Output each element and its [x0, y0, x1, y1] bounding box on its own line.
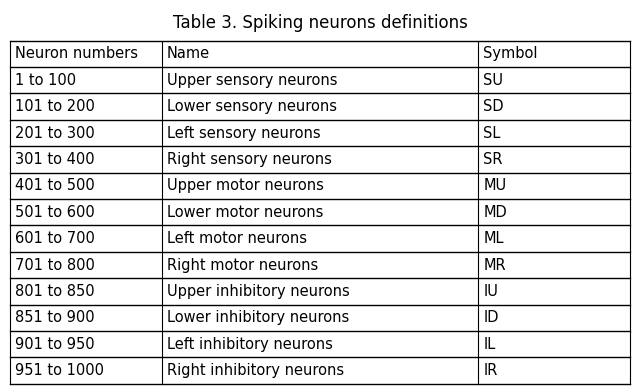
Text: Upper sensory neurons: Upper sensory neurons: [167, 73, 337, 88]
Text: IU: IU: [483, 284, 499, 299]
Text: Lower motor neurons: Lower motor neurons: [167, 205, 323, 220]
Text: Left inhibitory neurons: Left inhibitory neurons: [167, 337, 333, 352]
Text: Right sensory neurons: Right sensory neurons: [167, 152, 332, 167]
Text: 901 to 950: 901 to 950: [15, 337, 94, 352]
Text: Left sensory neurons: Left sensory neurons: [167, 125, 321, 140]
Text: 601 to 700: 601 to 700: [15, 231, 95, 246]
Text: 301 to 400: 301 to 400: [15, 152, 94, 167]
Text: Right inhibitory neurons: Right inhibitory neurons: [167, 363, 344, 378]
Text: IR: IR: [483, 363, 498, 378]
Text: Lower sensory neurons: Lower sensory neurons: [167, 99, 337, 114]
Text: IL: IL: [483, 337, 495, 352]
Text: 501 to 600: 501 to 600: [15, 205, 95, 220]
Text: 851 to 900: 851 to 900: [15, 310, 94, 325]
Text: SD: SD: [483, 99, 504, 114]
Text: Lower inhibitory neurons: Lower inhibitory neurons: [167, 310, 349, 325]
Text: 951 to 1000: 951 to 1000: [15, 363, 104, 378]
Text: MR: MR: [483, 258, 506, 272]
Text: 201 to 300: 201 to 300: [15, 125, 95, 140]
Text: Upper motor neurons: Upper motor neurons: [167, 178, 324, 194]
Text: Table 3. Spiking neurons definitions: Table 3. Spiking neurons definitions: [173, 14, 467, 32]
Text: Left motor neurons: Left motor neurons: [167, 231, 307, 246]
Text: 101 to 200: 101 to 200: [15, 99, 95, 114]
Text: ML: ML: [483, 231, 504, 246]
Text: SU: SU: [483, 73, 504, 88]
Text: Symbol: Symbol: [483, 46, 538, 61]
Text: MU: MU: [483, 178, 506, 194]
Text: SL: SL: [483, 125, 500, 140]
Text: 801 to 850: 801 to 850: [15, 284, 94, 299]
Text: SR: SR: [483, 152, 503, 167]
Text: 401 to 500: 401 to 500: [15, 178, 95, 194]
Text: Name: Name: [167, 46, 210, 61]
Text: ID: ID: [483, 310, 499, 325]
Text: 1 to 100: 1 to 100: [15, 73, 76, 88]
Text: 701 to 800: 701 to 800: [15, 258, 95, 272]
Text: Neuron numbers: Neuron numbers: [15, 46, 138, 61]
Text: Upper inhibitory neurons: Upper inhibitory neurons: [167, 284, 349, 299]
Text: Right motor neurons: Right motor neurons: [167, 258, 318, 272]
Text: MD: MD: [483, 205, 507, 220]
